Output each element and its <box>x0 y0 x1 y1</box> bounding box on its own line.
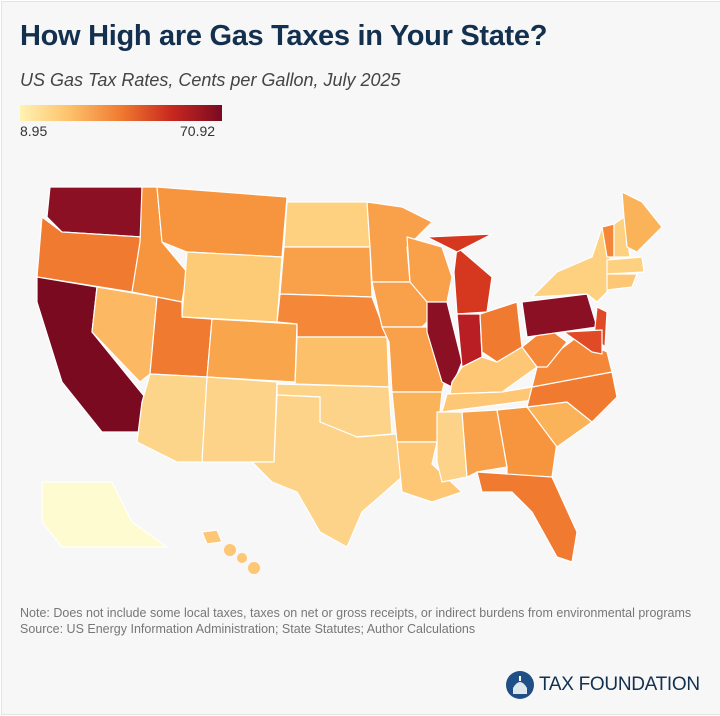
state-al <box>461 409 508 478</box>
state-hi-island <box>224 544 236 556</box>
state-hi-island <box>248 562 260 574</box>
logo-text: TAX FOUNDATION <box>539 674 700 695</box>
state-ma <box>606 256 645 275</box>
state-mi-up <box>426 233 493 253</box>
state-tx <box>251 394 403 548</box>
subtitle: US Gas Tax Rates, Cents per Gallon, July… <box>20 70 401 90</box>
capitol-dome-icon <box>506 671 534 699</box>
state-ak <box>41 481 168 548</box>
state-nm <box>201 376 278 463</box>
state-wa <box>46 186 143 238</box>
source-text: Source: US Energy Information Administra… <box>20 622 476 636</box>
state-md <box>563 329 603 355</box>
state-az <box>136 373 208 463</box>
state-mi <box>453 246 493 315</box>
footnote: Note: Does not include some local taxes,… <box>20 605 700 637</box>
legend-max-label: 70.92 <box>180 123 216 139</box>
state-nh <box>613 216 631 258</box>
state-fl <box>476 471 578 563</box>
state-ny <box>531 226 611 303</box>
state-sd <box>279 246 373 298</box>
state-me <box>621 191 663 253</box>
state-wy <box>181 251 283 323</box>
tax-foundation-logo: TAX FOUNDATION <box>505 670 700 700</box>
state-ct <box>606 273 638 291</box>
state-ar <box>391 391 443 443</box>
note-text: Note: Does not include some local taxes,… <box>20 606 692 620</box>
state-nd <box>283 201 371 248</box>
state-hi <box>201 529 223 545</box>
state-ks <box>294 336 390 388</box>
state-mt <box>156 186 288 258</box>
color-scale-bar <box>20 105 222 121</box>
state-ms <box>436 411 468 483</box>
state-co <box>206 318 298 383</box>
page-title: How High are Gas Taxes in Your State? <box>20 20 548 52</box>
state-hi-island <box>237 553 247 563</box>
legend-min-label: 8.95 <box>20 123 48 139</box>
